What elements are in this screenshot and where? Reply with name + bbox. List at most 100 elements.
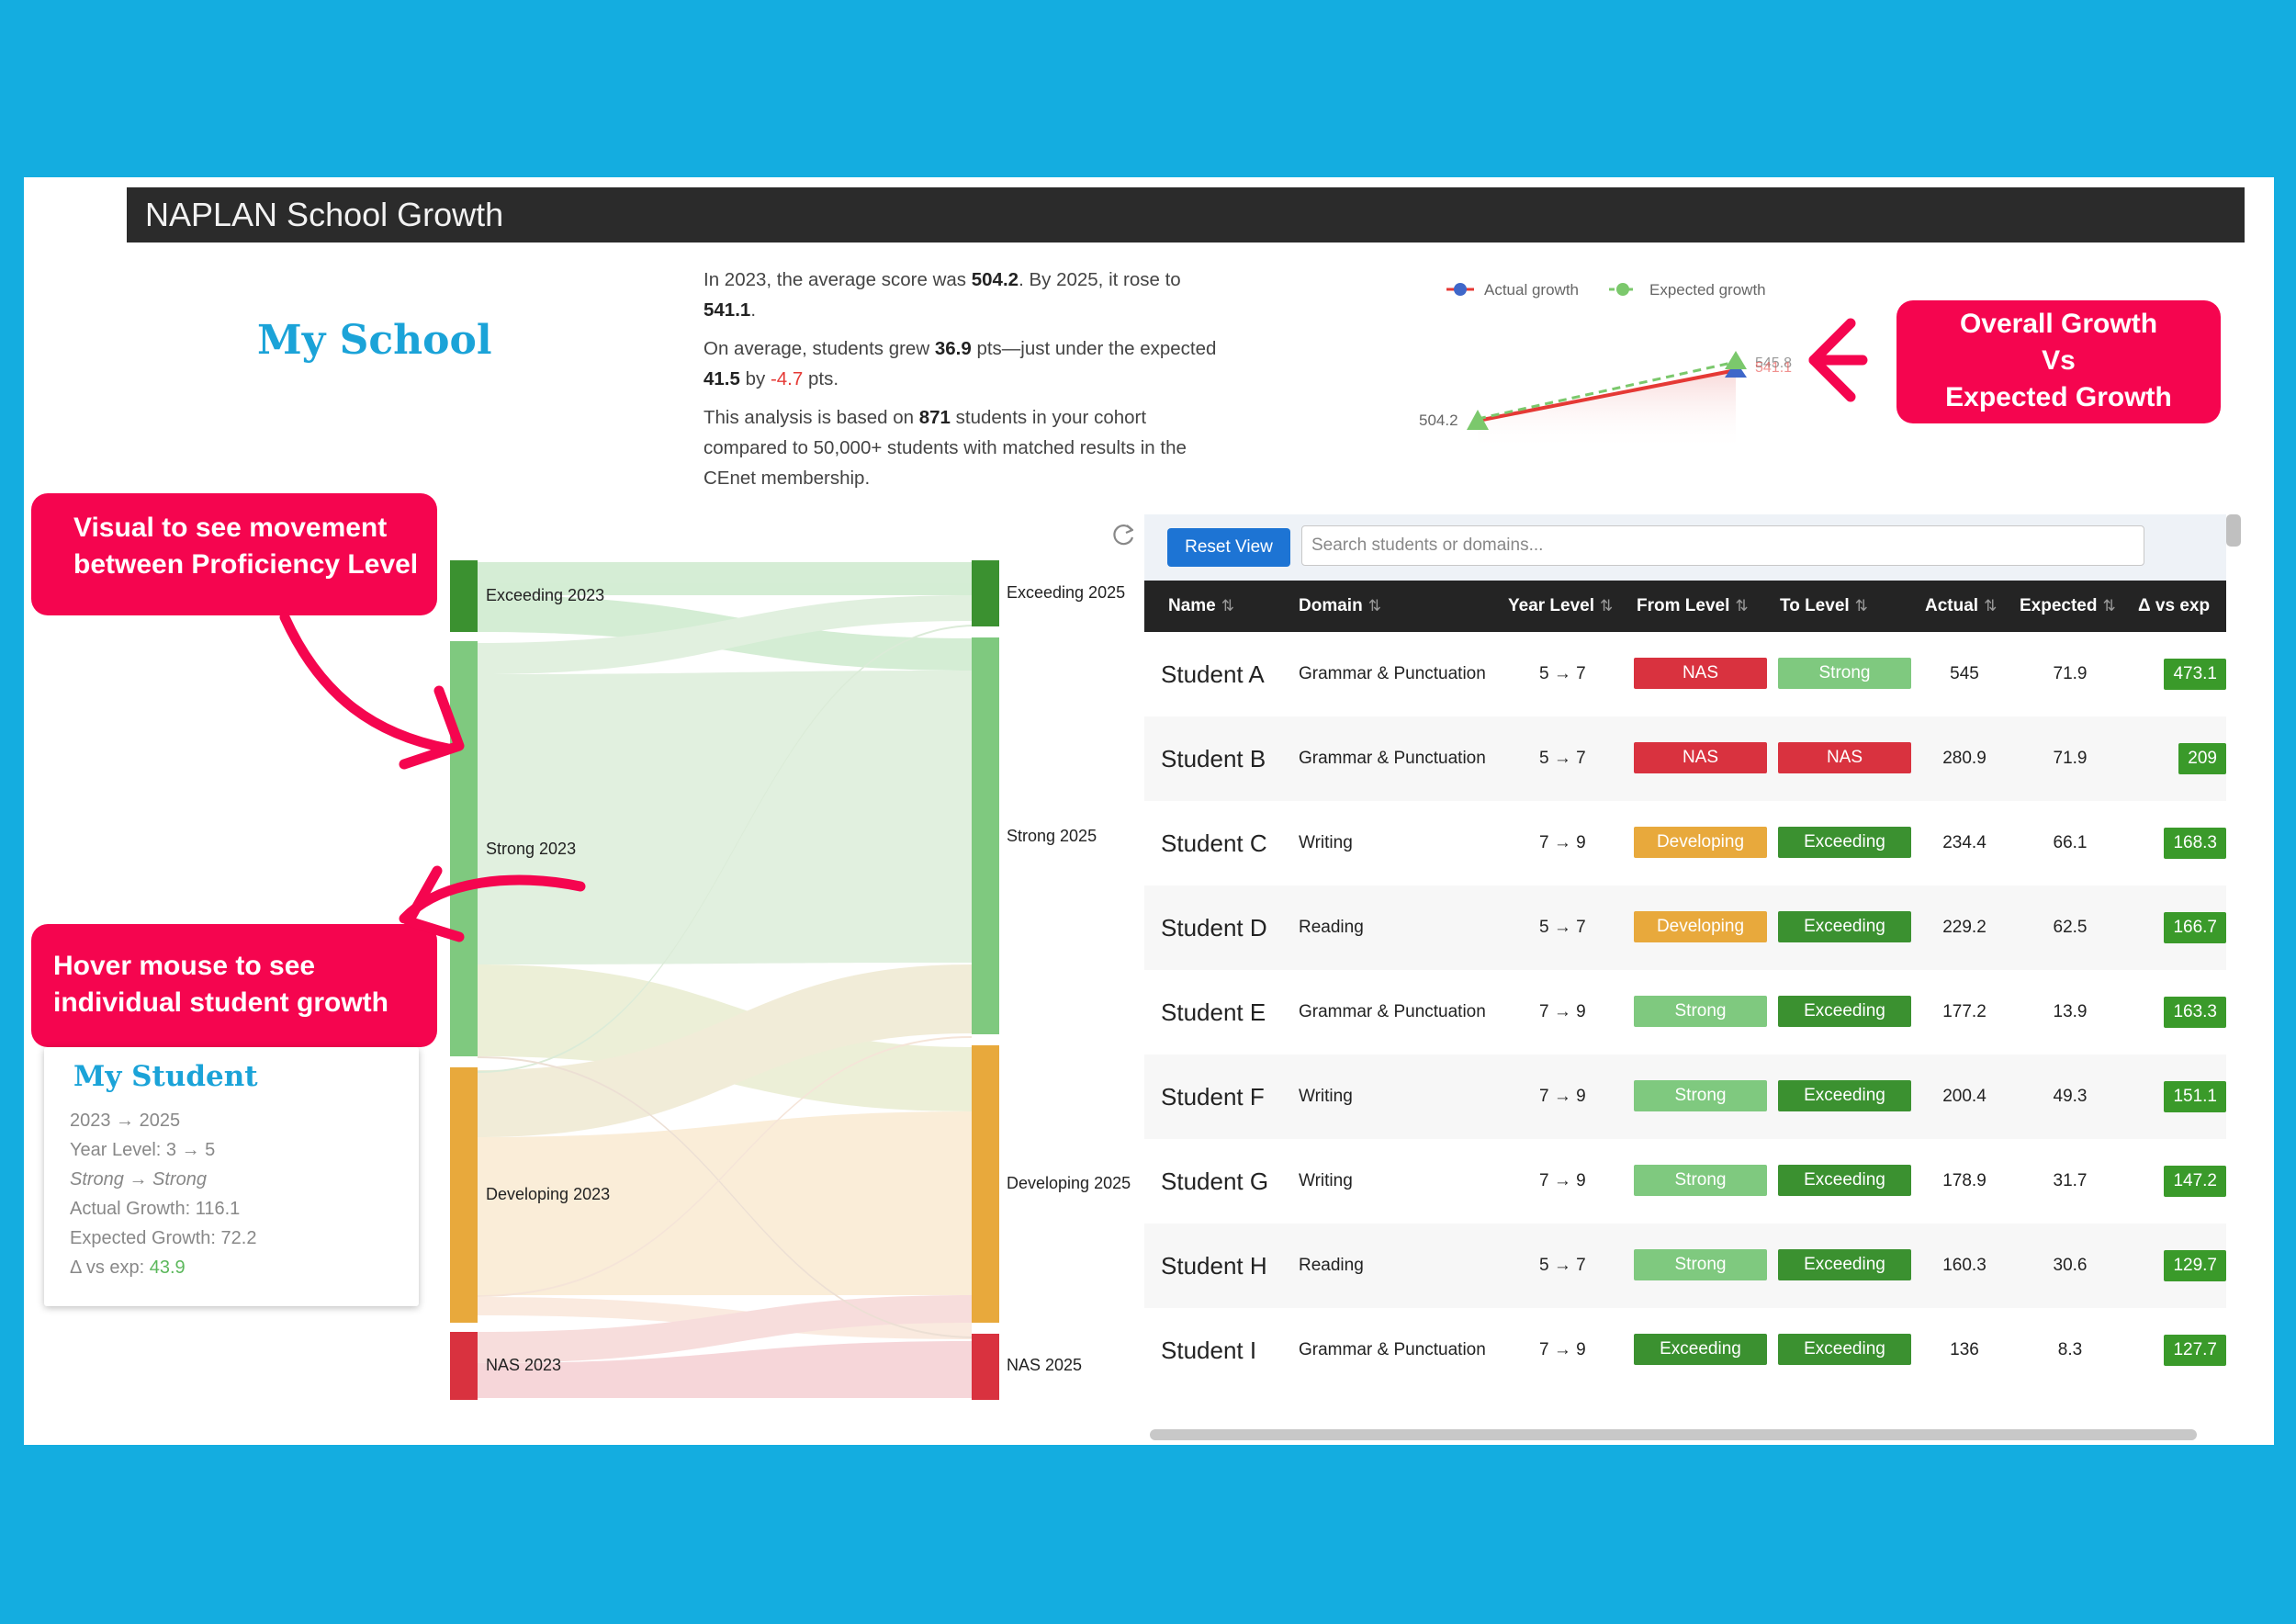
sankey-link[interactable] [478,671,972,964]
domain-cell: Grammar & Punctuation [1299,749,1486,768]
sankey-node[interactable] [450,1332,478,1400]
sankey-link[interactable] [478,964,972,1111]
sankey-node[interactable] [972,1045,999,1323]
sankey-node[interactable] [972,1334,999,1400]
header-from-level[interactable]: From Level ⇅ [1637,596,1749,615]
domain-cell: Grammar & Punctuation [1299,1340,1486,1359]
reset-view-button[interactable]: Reset View [1167,528,1290,567]
actual-cell: 229.2 [1942,918,1986,937]
from-level-badge: Strong [1634,1080,1767,1111]
sankey-link[interactable] [478,595,972,671]
expected-cell: 31.7 [2053,1171,2088,1190]
table-row[interactable]: Student A Grammar & Punctuation 5 → 7 NAS St… [1144,632,2226,716]
horizontal-scrollbar[interactable] [1150,1429,2197,1440]
sankey-link[interactable] [478,964,972,1137]
page-title: NAPLAN School Growth [127,187,2245,242]
sankey-node[interactable] [450,641,478,1056]
from-level-badge: NAS [1634,742,1767,773]
sankey-link[interactable] [478,1297,972,1339]
sankey-node[interactable] [450,1067,478,1323]
actual-cell: 280.9 [1942,749,1986,768]
summary-average: In 2023, the average score was 504.2. By… [703,269,1181,321]
student-table: Reset View Name⇅ Domain⇅ Year Level⇅ Fro… [1144,514,2226,1433]
sankey-link[interactable] [478,1295,972,1363]
growth-summary: In 2023, the average score was 504.2. By… [703,265,1227,502]
refresh-icon[interactable] [1111,522,1137,547]
to-level-badge: Strong [1778,658,1911,689]
sankey-node-label: Developing 2025 [1007,1174,1131,1192]
domain-cell: Writing [1299,1171,1353,1190]
sankey-link[interactable] [478,562,972,595]
table-header: Name ⇅ Domain ⇅ Year Level ⇅ From Level ⇅ To… [1144,581,2226,632]
header-actual[interactable]: Actual ⇅ [1925,596,1998,615]
tooltip-delta: Δ vs exp: 43.9 [70,1257,186,1278]
actual-cell: 545 [1950,664,1979,683]
from-level-badge: Strong [1634,1249,1767,1280]
actual-cell: 160.3 [1942,1256,1986,1275]
year-level-cell: 7 → 9 [1539,1087,1586,1106]
student-tooltip: My Student 2023 → 2025 Year Level: 3 → 5… [44,1047,419,1306]
domain-cell: Writing [1299,833,1353,852]
delta-badge: 473.1 [2164,659,2226,690]
sankey-node[interactable] [972,560,999,626]
domain-cell: Reading [1299,918,1364,937]
to-level-badge: Exceeding [1778,1249,1911,1280]
expected-cell: 62.5 [2053,918,2088,937]
table-row[interactable]: Student F Writing 7 → 9 Strong Exceeding 200.… [1144,1054,2226,1139]
from-level-badge: Strong [1634,1165,1767,1196]
actual-cell: 177.2 [1942,1002,1986,1021]
sort-icon: ⇅ [1221,597,1234,615]
sankey-links [478,562,972,1398]
sort-icon: ⇅ [1367,597,1381,615]
tooltip-title: My Student [73,1060,258,1093]
table-row[interactable]: Student I Grammar & Punctuation 7 → 9 Excee… [1144,1308,2226,1393]
sankey-link[interactable] [478,1341,972,1398]
sankey-link[interactable] [478,595,972,674]
delta-badge: 209 [2178,743,2226,774]
sankey-link[interactable] [478,1111,972,1295]
sankey-node[interactable] [972,637,999,1034]
tooltip-years: 2023 → 2025 [70,1111,181,1131]
expected-cell: 71.9 [2053,664,2088,683]
actual-cell: 234.4 [1942,833,1986,852]
delta-badge: 151.1 [2164,1081,2226,1112]
to-level-badge: NAS [1778,742,1911,773]
header-delta[interactable]: Δ vs exp [2138,596,2211,615]
actual-cell: 200.4 [1942,1087,1986,1106]
table-row[interactable]: Student D Reading 5 → 7 Developing Exceeding… [1144,885,2226,970]
sort-icon: ⇅ [1854,597,1868,615]
to-level-badge: Exceeding [1778,911,1911,942]
to-level-badge: Exceeding [1778,1165,1911,1196]
delta-badge: 168.3 [2164,828,2226,859]
year-level-cell: 7 → 9 [1539,833,1586,852]
header-expected[interactable]: Expected ⇅ [2020,596,2116,615]
sankey-node-label: Strong 2025 [1007,827,1097,845]
student-name: Student E [1161,998,1266,1026]
year-level-cell: 7 → 9 [1539,1002,1586,1021]
header-name[interactable]: Name ⇅ [1168,596,1234,615]
table-row[interactable]: Student E Grammar & Punctuation 7 → 9 Stron… [1144,970,2226,1054]
student-name: Student F [1161,1083,1265,1111]
vertical-scrollbar[interactable] [2226,514,2241,547]
table-row[interactable]: Student G Writing 7 → 9 Strong Exceeding 178.… [1144,1139,2226,1224]
table-row[interactable]: Student C Writing 7 → 9 Developing Exceeding… [1144,801,2226,885]
from-level-badge: Exceeding [1634,1334,1767,1365]
table-row[interactable]: Student H Reading 5 → 7 Strong Exceeding 160.… [1144,1224,2226,1308]
student-name: Student B [1161,745,1266,773]
callout-visual-movement: Visual to see movement between Proficienc… [31,493,437,615]
table-row[interactable]: Student B Grammar & Punctuation 5 → 7 NAS NA… [1144,716,2226,801]
header-year-level[interactable]: Year Level ⇅ [1508,596,1614,615]
to-level-badge: Exceeding [1778,1334,1911,1365]
domain-cell: Reading [1299,1256,1364,1275]
header-domain[interactable]: Domain ⇅ [1299,596,1381,615]
actual-cell: 136 [1950,1340,1979,1359]
summary-growth: On average, students grew 36.9 pts—just … [703,338,1217,389]
student-name: Student I [1161,1336,1257,1364]
delta-badge: 127.7 [2164,1335,2226,1366]
sankey-node[interactable] [450,560,478,632]
year-level-cell: 5 → 7 [1539,664,1586,683]
header-to-level[interactable]: To Level ⇅ [1780,596,1868,615]
sankey-node-label: Strong 2023 [486,840,576,858]
search-input[interactable] [1301,525,2144,566]
